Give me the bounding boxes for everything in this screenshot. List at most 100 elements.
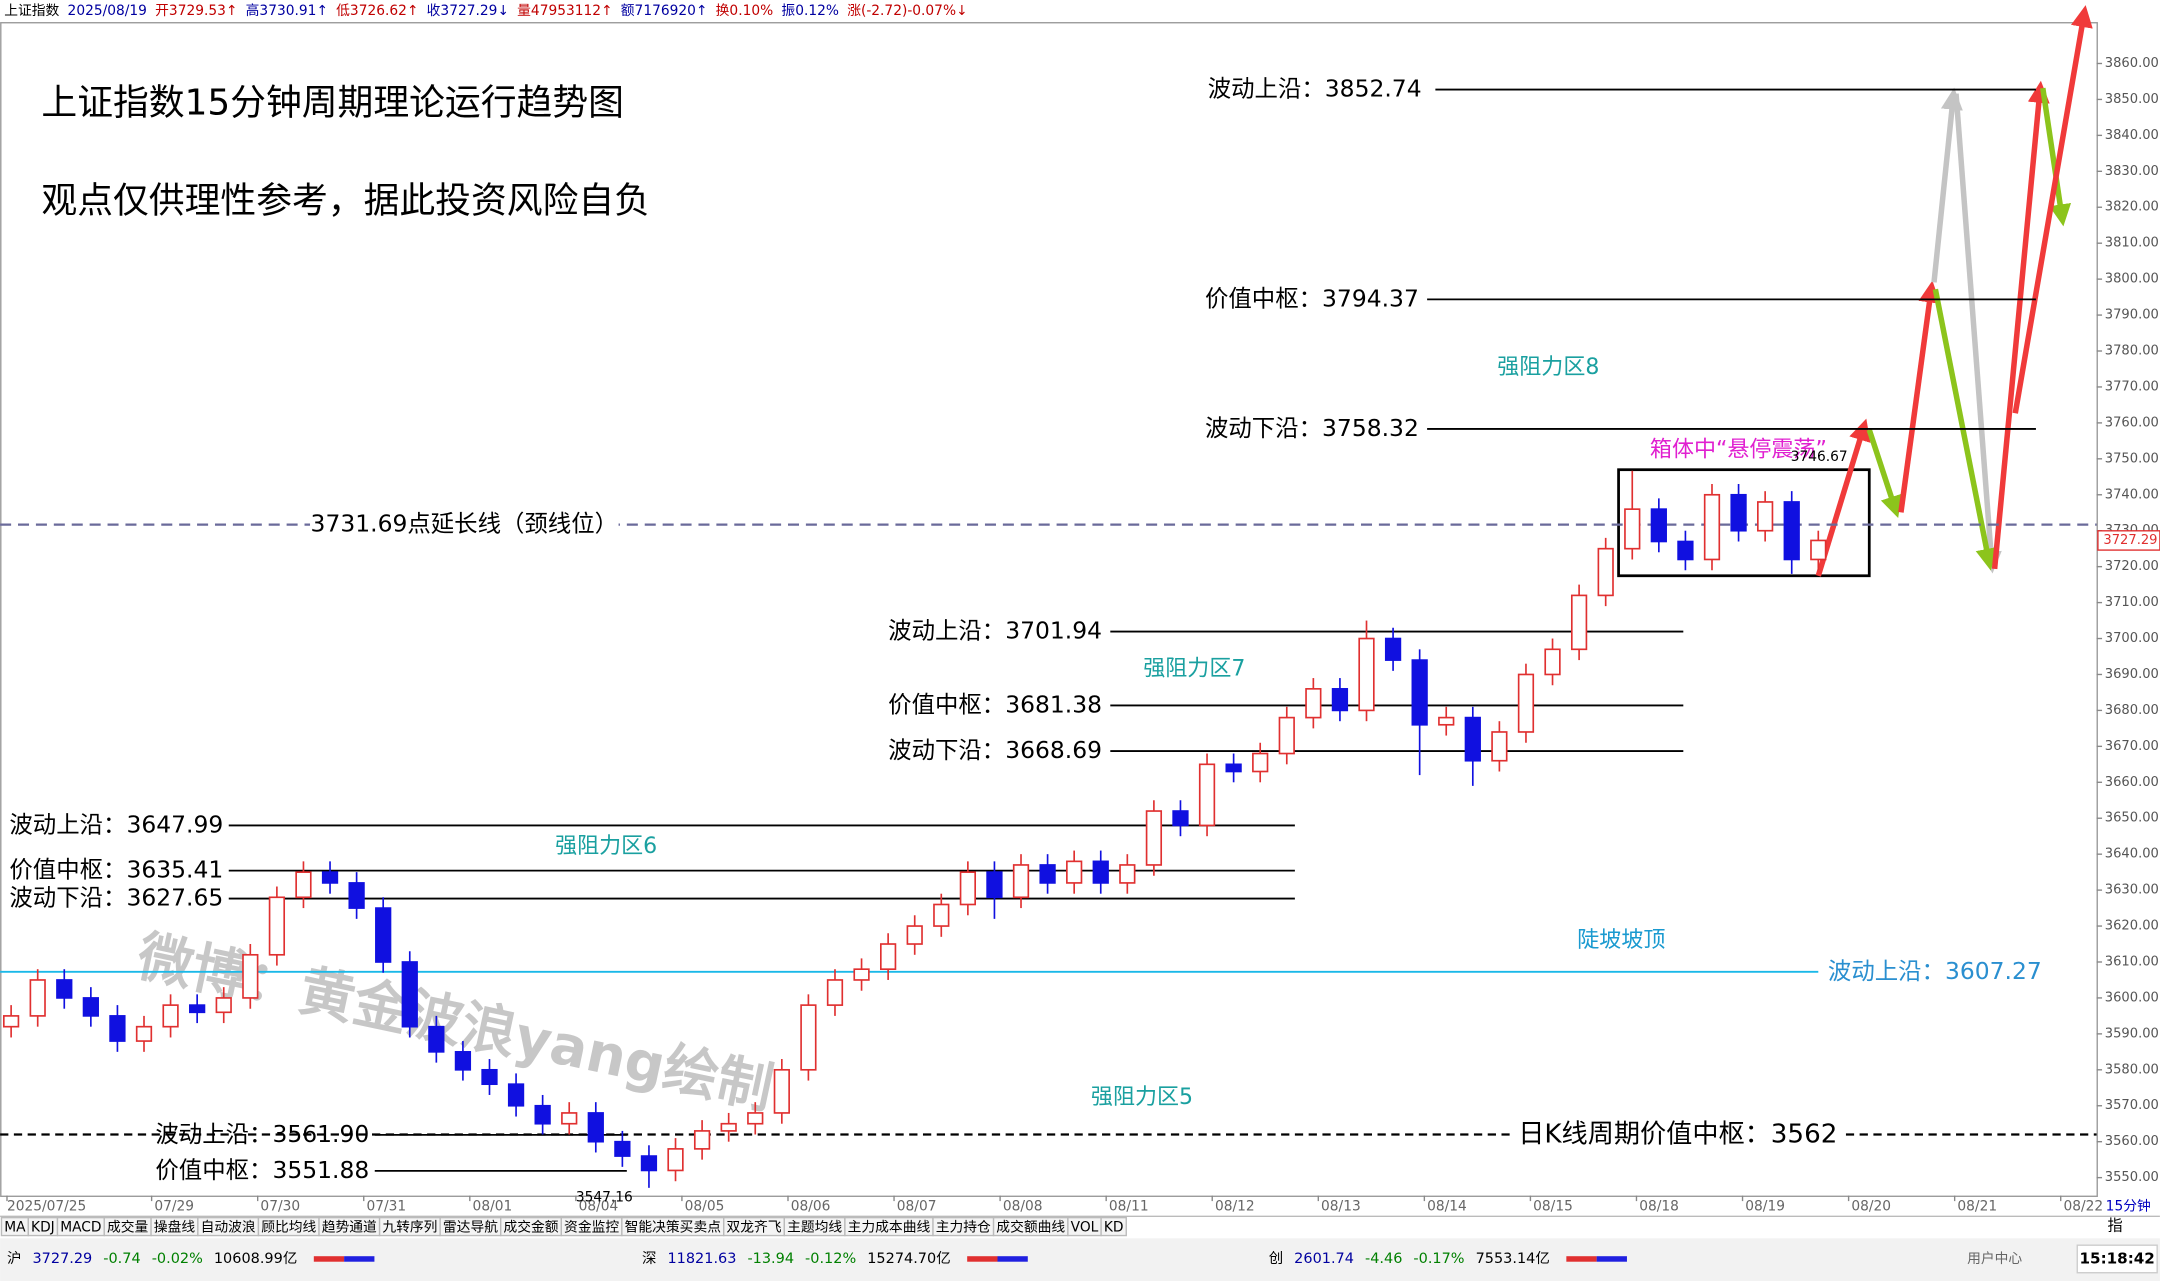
level-text: 3758.32 — [1322, 413, 1419, 441]
candle-body — [720, 1122, 737, 1132]
candle-body — [242, 953, 259, 999]
chart-title: 上证指数15分钟周期理论运行趋势图 — [41, 83, 624, 124]
y-tick-label: 3680.00 — [2105, 703, 2159, 718]
candle-body — [879, 943, 897, 971]
tab[interactable]: 趋势通道 — [318, 1216, 381, 1237]
y-tick-label: 3750.00 — [2105, 451, 2159, 466]
candle-body — [348, 882, 365, 909]
tab[interactable]: MA — [0, 1216, 29, 1237]
x-tick-label: 08/08 — [1003, 1199, 1043, 1215]
right-tab[interactable]: 指 — [2108, 1216, 2123, 1234]
tab-label[interactable]: 成交额曲线 — [996, 1218, 1065, 1235]
candle-body — [1570, 594, 1588, 651]
status-item: 沪 — [7, 1250, 21, 1267]
x-tick-label: 08/07 — [897, 1199, 937, 1215]
tab-label[interactable]: 成交量 — [107, 1218, 149, 1235]
tab[interactable]: KD — [1100, 1216, 1127, 1237]
level-label: 波动下沿：3627.65 — [9, 883, 223, 911]
tab[interactable]: 九转序列 — [378, 1216, 441, 1237]
tab-label[interactable]: MACD — [60, 1219, 101, 1235]
level-text: 3635.41 — [126, 855, 223, 883]
candle-body — [56, 979, 73, 999]
tab-label[interactable]: 雷达导航 — [443, 1219, 498, 1235]
tab[interactable]: 主力持仓 — [932, 1216, 995, 1237]
tab-label[interactable]: 双龙齐飞 — [727, 1219, 782, 1235]
level-text: 3681.38 — [1005, 690, 1102, 718]
tab-label[interactable]: 智能决策买卖点 — [625, 1218, 722, 1235]
candle-body — [1066, 860, 1083, 884]
candle-body — [321, 871, 339, 884]
level-text: 3607.27 — [1945, 956, 2042, 984]
tab[interactable]: 顾比均线 — [257, 1216, 320, 1237]
tab[interactable]: 雷达导航 — [439, 1216, 502, 1237]
tab[interactable]: 自动波浪 — [197, 1216, 260, 1237]
status-item: 10608.99亿 — [214, 1250, 297, 1267]
tab[interactable]: 双龙齐飞 — [723, 1216, 786, 1237]
x-tick-label: 08/19 — [1745, 1199, 1785, 1215]
tab-label[interactable]: 主题均线 — [787, 1219, 842, 1235]
y-tick-label: 3550.00 — [2105, 1170, 2159, 1185]
candle-body — [268, 896, 286, 956]
clock-box — [2076, 1244, 2158, 1274]
level-text: 3562 — [1771, 1119, 1838, 1149]
candle-body — [109, 1015, 126, 1042]
tab[interactable]: 成交额曲线 — [992, 1216, 1069, 1237]
arrow-down — [1932, 288, 1998, 571]
tab-label[interactable]: 主力成本曲线 — [848, 1219, 931, 1235]
tab-label[interactable]: 成交金额 — [503, 1218, 558, 1235]
zone-label: 强阻力区8 — [1497, 355, 1599, 380]
header-item: 量47953112↑ — [517, 3, 612, 19]
tab[interactable]: 智能决策买卖点 — [621, 1216, 725, 1237]
candle-body — [1358, 637, 1375, 712]
tab[interactable]: KDJ — [27, 1216, 59, 1237]
candle-body — [1650, 508, 1667, 543]
tab-label[interactable]: 资金监控 — [564, 1219, 619, 1235]
y-tick-label: 3670.00 — [2105, 739, 2159, 754]
tab[interactable]: VOL — [1067, 1216, 1102, 1237]
header-item: 换0.10% — [716, 2, 774, 19]
tab[interactable]: 操盘线 — [150, 1216, 199, 1237]
tab-label[interactable]: VOL — [1071, 1219, 1099, 1235]
tab-label[interactable]: KD — [1104, 1219, 1124, 1235]
candle-body — [1624, 508, 1641, 550]
tab[interactable]: 成交金额 — [500, 1216, 562, 1237]
tab[interactable]: 主题均线 — [783, 1216, 846, 1237]
tab-label[interactable]: KDJ — [31, 1219, 55, 1235]
tab-label[interactable]: 自动波浪 — [201, 1219, 256, 1235]
tab-label[interactable]: MA — [4, 1219, 26, 1235]
candle-body — [959, 871, 976, 906]
x-tick-label: 08/04 — [579, 1199, 619, 1215]
tab[interactable]: MACD — [56, 1216, 105, 1237]
candle-body — [428, 1025, 445, 1053]
tab-label[interactable]: 顾比均线 — [261, 1219, 316, 1235]
y-tick-label: 3710.00 — [2105, 595, 2159, 610]
candle-body — [1331, 688, 1349, 712]
mini-bar — [1596, 1256, 1627, 1262]
level-text: 波动上沿： — [1828, 956, 1945, 984]
level-label: 价值中枢：3681.38 — [888, 690, 1102, 718]
header-item: 开3729.53↑ — [155, 3, 237, 19]
tab[interactable]: 成交量 — [103, 1216, 152, 1237]
user-center[interactable]: 用户中心 — [1967, 1250, 2022, 1267]
y-tick-label: 3610.00 — [2105, 954, 2159, 969]
zone-label: 陡坡坡顶 — [1577, 928, 1665, 953]
x-tick-label: 07/31 — [366, 1199, 406, 1215]
y-tick-label: 3760.00 — [2105, 415, 2159, 430]
candle-body — [82, 997, 99, 1017]
tab-label[interactable]: 趋势通道 — [322, 1219, 377, 1235]
x-tick-label: 08/01 — [473, 1199, 513, 1215]
status-item: -0.17% — [1413, 1251, 1464, 1267]
candle-body — [667, 1148, 684, 1172]
level-text: 3647.99 — [126, 810, 223, 838]
level-label: 波动下沿：3668.69 — [888, 736, 1102, 764]
tab-label[interactable]: 主力持仓 — [936, 1219, 991, 1235]
header-item: 上证指数 — [4, 3, 59, 19]
zone-label: 强阻力区7 — [1143, 656, 1245, 681]
tab[interactable]: 资金监控 — [560, 1216, 623, 1237]
tab-label[interactable]: 操盘线 — [154, 1218, 196, 1235]
tab-label[interactable]: 九转序列 — [382, 1219, 437, 1235]
tab[interactable]: 主力成本曲线 — [844, 1216, 934, 1237]
x-tick-label: 08/20 — [1851, 1199, 1891, 1215]
y-tick-label: 3720.00 — [2105, 559, 2159, 574]
